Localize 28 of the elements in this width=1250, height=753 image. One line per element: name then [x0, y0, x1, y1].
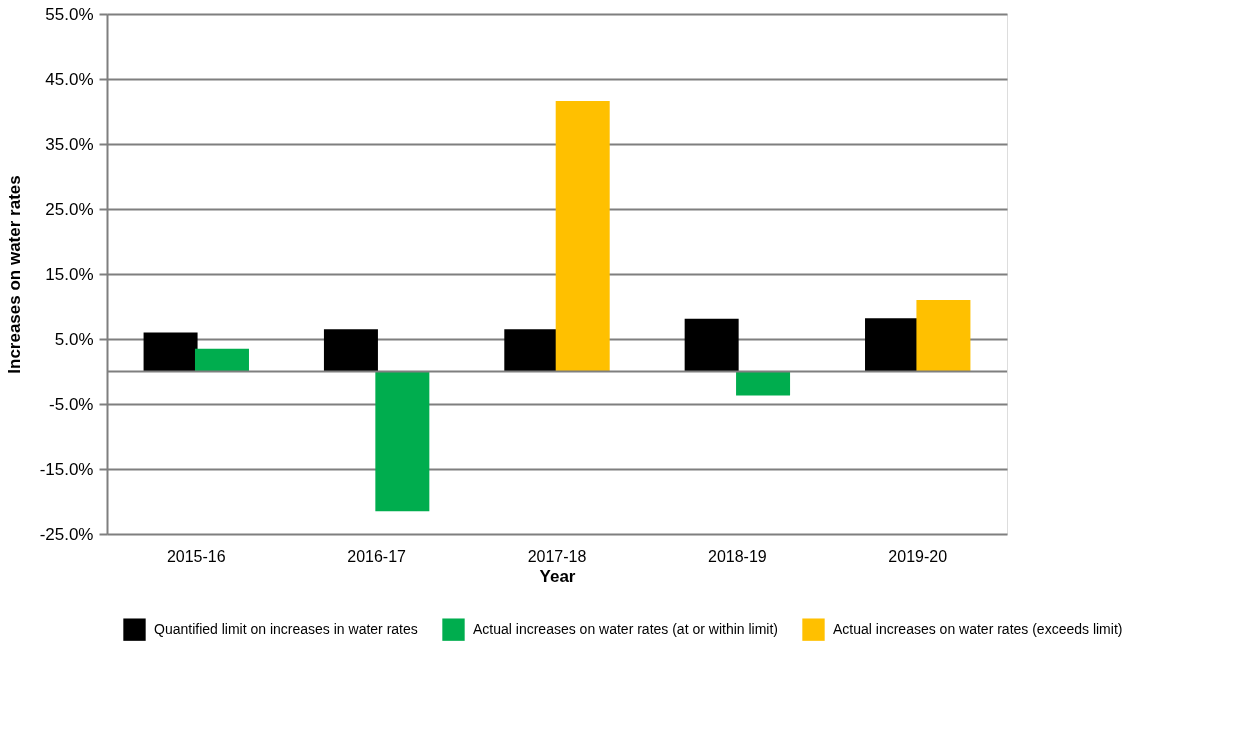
y-tick-label: 45.0% [45, 69, 94, 89]
y-tick-label: 35.0% [45, 134, 94, 154]
y-axis-title: Increases on water rates [4, 175, 24, 374]
x-tick-label: 2017-18 [527, 547, 587, 565]
legend-label: Actual increases on water rates (exceeds limit) [833, 620, 1123, 637]
y-tick-label: 25.0% [45, 199, 94, 219]
x-tick-label: 2018-19 [708, 547, 767, 565]
bar [736, 371, 791, 396]
bar [375, 371, 430, 512]
y-tick-label: -15.0% [39, 459, 94, 479]
legend-label: Actual increases on water rates (at or within limit) [473, 620, 778, 637]
x-tick-label: 2019-20 [888, 547, 948, 565]
y-tick-label: 55.0% [45, 4, 94, 24]
bar [504, 329, 559, 372]
y-tick-label: 5.0% [54, 329, 94, 349]
bar [143, 332, 198, 372]
legend-label: Quantified limit on increases in water rates [154, 620, 418, 637]
bar [916, 300, 971, 372]
bar [323, 329, 378, 372]
x-axis-title: Year [539, 566, 576, 586]
x-tick-label: 2015-16 [166, 547, 226, 565]
y-tick-label: 15.0% [45, 264, 94, 284]
x-tick-label: 2016-17 [347, 547, 407, 565]
bar [555, 101, 610, 372]
y-tick-label: -25.0% [39, 524, 94, 544]
y-tick-label: -5.0% [49, 394, 94, 414]
bar [684, 318, 739, 372]
bar [194, 348, 249, 372]
